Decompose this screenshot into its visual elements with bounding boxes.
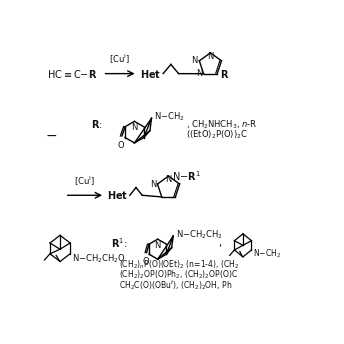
Text: CH$_2$C(O)(OBu$^t$), (CH$_2$)$_2$OH, Ph: CH$_2$C(O)(OBu$^t$), (CH$_2$)$_2$OH, Ph bbox=[119, 278, 232, 292]
Text: N: N bbox=[196, 69, 203, 78]
Text: O: O bbox=[118, 141, 125, 150]
Text: (CH$_2$)$_2$OP(O)Ph$_2$, (CH$_2$)$_2$OP(O)C: (CH$_2$)$_2$OP(O)Ph$_2$, (CH$_2$)$_2$OP(… bbox=[119, 268, 238, 281]
Text: [Cu$^\mathregular{I}$]: [Cu$^\mathregular{I}$] bbox=[74, 174, 95, 187]
Text: [Cu$^\mathregular{I}$]: [Cu$^\mathregular{I}$] bbox=[109, 53, 130, 66]
Text: N: N bbox=[165, 175, 172, 184]
Text: ,: , bbox=[218, 238, 221, 248]
Text: N$-$CH$_2$: N$-$CH$_2$ bbox=[154, 110, 184, 123]
Text: $\mathbf{Het}$: $\mathbf{Het}$ bbox=[140, 68, 161, 79]
Text: $\mathbf{R}$:: $\mathbf{R}$: bbox=[91, 118, 103, 130]
Text: (CH$_2$)$_n$P(O)(OEt)$_2$ (n=1-4), (CH$_2$: (CH$_2$)$_n$P(O)(OEt)$_2$ (n=1-4), (CH$_… bbox=[119, 258, 239, 271]
Text: N: N bbox=[150, 180, 157, 189]
Text: N: N bbox=[131, 123, 138, 132]
Text: N$-$CH$_2$CH$_2$: N$-$CH$_2$CH$_2$ bbox=[175, 228, 223, 241]
Text: N: N bbox=[207, 52, 214, 61]
Text: N: N bbox=[191, 56, 198, 65]
Text: $\mathbf{R}$: $\mathbf{R}$ bbox=[219, 68, 229, 80]
Text: N$-$CH$_2$CH$_2$O: N$-$CH$_2$CH$_2$O bbox=[73, 252, 126, 265]
Text: ((EtO)$_2$P(O))$_2$C: ((EtO)$_2$P(O))$_2$C bbox=[186, 129, 248, 141]
Text: N: N bbox=[154, 241, 161, 250]
Text: $\mathbf{R}^1$:: $\mathbf{R}^1$: bbox=[111, 236, 128, 250]
Text: , CH$_2$NHCH$_3$, $n$-R: , CH$_2$NHCH$_3$, $n$-R bbox=[186, 118, 258, 131]
Text: N$-\mathbf{R}^1$: N$-\mathbf{R}^1$ bbox=[172, 169, 201, 183]
Text: N$-$CH$_2$: N$-$CH$_2$ bbox=[253, 248, 281, 260]
Text: HC$\equiv$C$-\mathbf{R}$: HC$\equiv$C$-\mathbf{R}$ bbox=[47, 68, 97, 79]
Text: O: O bbox=[142, 257, 149, 266]
Text: $-$: $-$ bbox=[45, 128, 57, 142]
Text: $\mathbf{Het}$: $\mathbf{Het}$ bbox=[107, 189, 128, 201]
